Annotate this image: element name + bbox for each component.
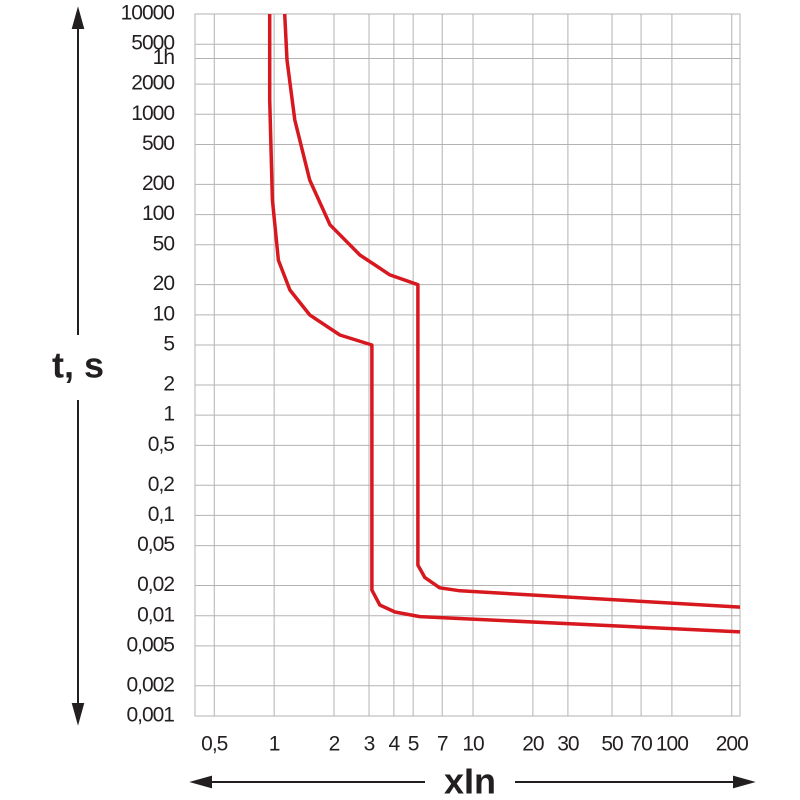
x-tick-label: 10 [462,733,484,756]
x-tick-label: 3 [364,733,375,756]
y-tick-label: 100 [142,202,174,225]
arrow-head [733,775,756,789]
y-tick-label: 0,002 [126,673,174,696]
y-axis-label: t, s [52,345,104,386]
x-tick-label: 7 [437,733,448,756]
y-tick-label: 200 [142,172,174,195]
y-tick-label: 0,1 [148,503,175,526]
y-tick-label: 5000 [131,32,174,55]
y-tick-label: 10 [153,302,175,325]
x-tick-label: 20 [522,733,544,756]
x-tick-label: 4 [389,733,401,756]
y-tick-label: 0,001 [126,704,174,727]
y-tick-label: 1 [163,403,174,426]
y-tick-label: 1h [153,46,175,69]
x-tick-label: 100 [656,733,688,756]
x-tick-label: 5 [408,733,419,756]
y-tick-label: 0,01 [137,603,174,626]
y-tick-label: 0,2 [148,473,175,496]
curve [282,13,741,609]
y-tick-label: 10000 [121,2,175,25]
arrow-head [189,775,212,789]
x-tick-label: 50 [601,733,623,756]
y-tick-label: 0,005 [126,633,174,656]
curve [267,14,741,634]
x-axis-label: xIn [444,761,496,800]
y-tick-label: 2 [163,373,174,396]
y-tick-label: 1000 [131,102,174,125]
arrow-head [71,703,85,726]
plot-frame [194,13,741,717]
x-tick-label: 200 [716,733,748,756]
y-tick-label: 50 [153,232,175,255]
x-tick-label: 2 [329,733,340,756]
y-tick-label: 0,02 [137,573,174,596]
x-tick-label: 0,5 [201,733,228,756]
axis-arrows [71,6,756,789]
arrow-head [71,6,85,29]
y-tick-label: 2000 [131,72,174,95]
x-tick-label: 1 [269,733,280,756]
y-tick-label: 0,05 [137,533,174,556]
x-tick-label: 30 [557,733,579,756]
y-tick-label: 5 [163,333,174,356]
y-tick-label: 500 [142,132,174,155]
y-tick-label: 20 [153,272,175,295]
x-tick-label: 70 [630,733,652,756]
y-tick-label: 0,5 [148,433,175,456]
